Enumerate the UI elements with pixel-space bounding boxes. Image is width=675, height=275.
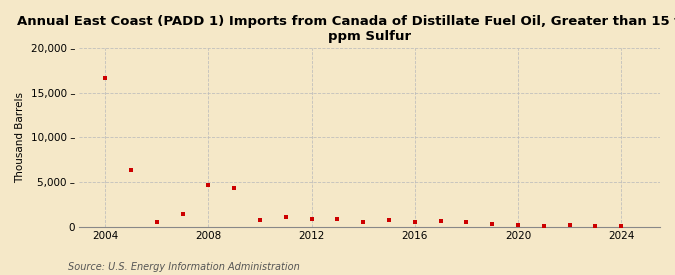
Point <box>229 186 240 191</box>
Point <box>539 224 549 228</box>
Point <box>461 220 472 224</box>
Point <box>332 217 343 222</box>
Point <box>358 220 369 224</box>
Point <box>280 214 291 219</box>
Point <box>254 218 265 222</box>
Point <box>564 223 575 227</box>
Point <box>590 224 601 228</box>
Point <box>100 76 111 80</box>
Point <box>203 183 214 187</box>
Point <box>616 224 626 228</box>
Title: Annual East Coast (PADD 1) Imports from Canada of Distillate Fuel Oil, Greater t: Annual East Coast (PADD 1) Imports from … <box>17 15 675 43</box>
Point <box>513 222 524 227</box>
Point <box>151 220 162 224</box>
Text: Source: U.S. Energy Information Administration: Source: U.S. Energy Information Administ… <box>68 262 299 272</box>
Point <box>487 222 497 226</box>
Point <box>177 212 188 216</box>
Point <box>435 219 446 223</box>
Point <box>383 218 394 222</box>
Point <box>306 217 317 222</box>
Y-axis label: Thousand Barrels: Thousand Barrels <box>15 92 25 183</box>
Point <box>126 167 136 172</box>
Point <box>410 220 421 224</box>
